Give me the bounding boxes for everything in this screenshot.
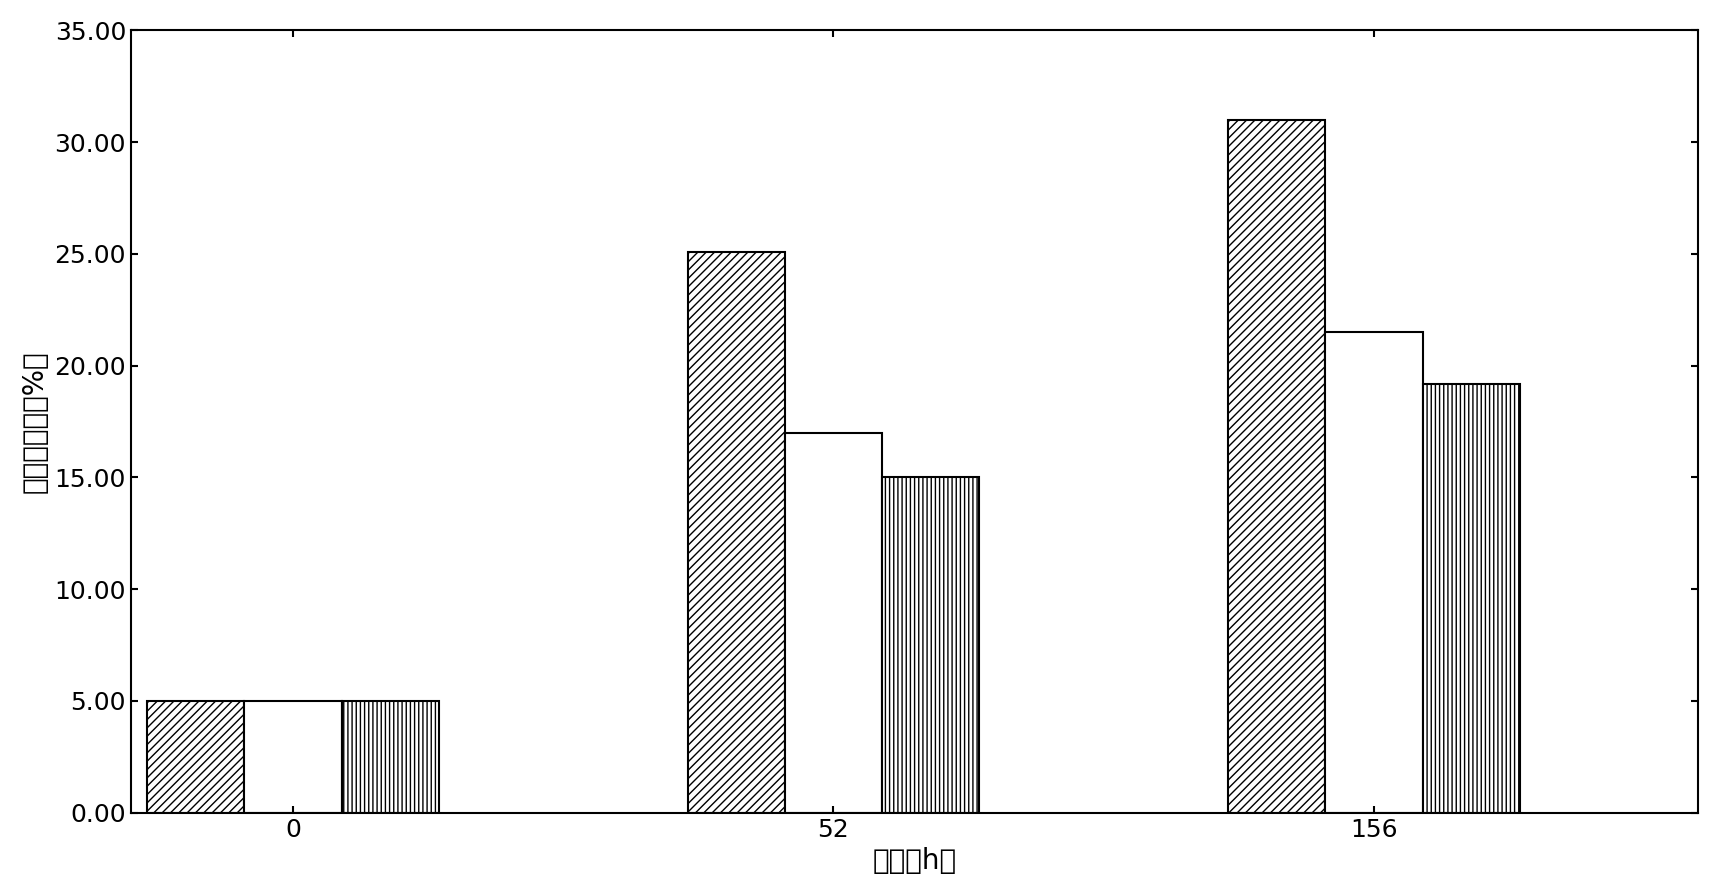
Bar: [1325, 332, 1423, 813]
Bar: [688, 252, 786, 813]
Y-axis label: 油脂累计量（%）: 油脂累计量（%）: [21, 350, 48, 493]
Bar: [148, 701, 244, 813]
Bar: [244, 701, 342, 813]
Bar: [1423, 383, 1520, 813]
Bar: [786, 433, 882, 813]
X-axis label: 时间（h）: 时间（h）: [873, 847, 956, 875]
Bar: [882, 478, 980, 813]
Bar: [342, 701, 438, 813]
Bar: [1227, 120, 1325, 813]
